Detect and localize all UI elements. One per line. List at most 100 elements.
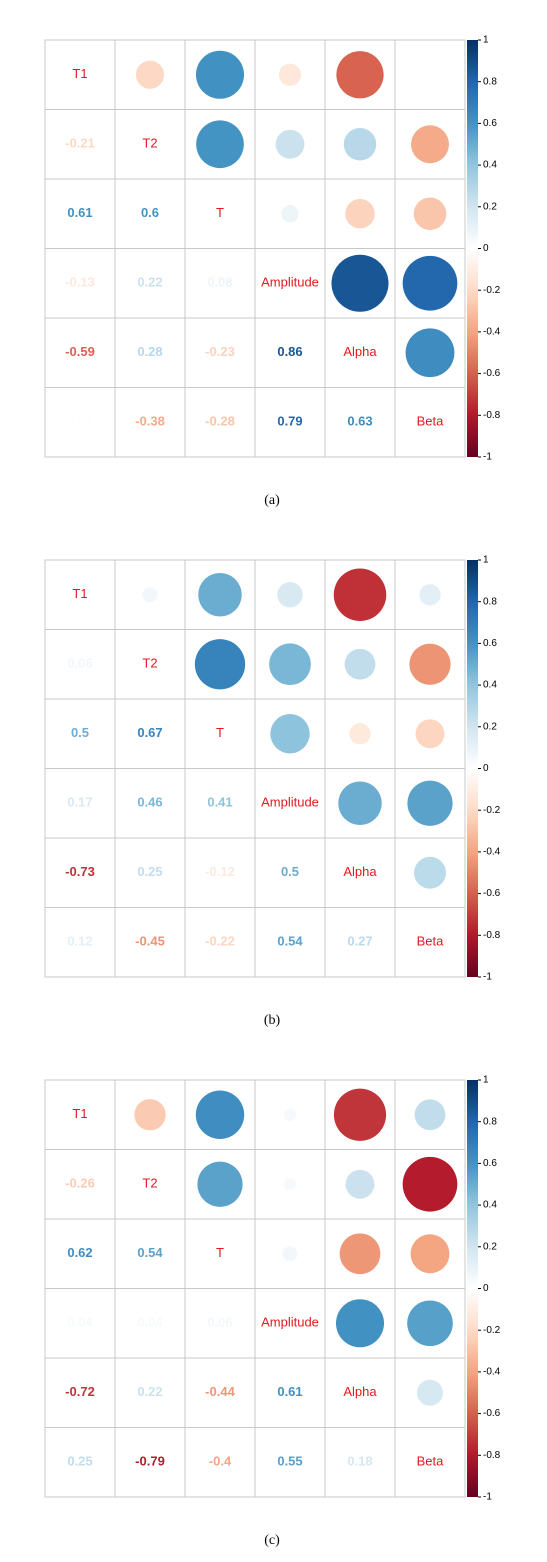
corr-circle <box>277 582 303 608</box>
colorbar <box>467 40 478 457</box>
corr-circle <box>333 1088 387 1141</box>
variable-label: T <box>216 205 224 220</box>
corr-circle <box>142 587 158 603</box>
value-label: -0.21 <box>65 136 95 151</box>
colorbar-tick-label: 1 <box>483 1075 489 1086</box>
caption: (a) <box>264 493 280 508</box>
value-label: 0.54 <box>277 934 303 949</box>
colorbar-tick-label: 0.6 <box>483 1158 497 1169</box>
variable-label: Beta <box>417 414 445 429</box>
value-label: -0.72 <box>65 1384 95 1399</box>
colorbar-tick-label: -1 <box>483 1492 492 1503</box>
colorbar-tick-label: 0 <box>483 243 489 254</box>
corr-circle <box>269 643 311 686</box>
colorbar-tick-label: -0.2 <box>483 285 501 296</box>
corr-circle <box>197 1161 243 1207</box>
corr-circle <box>195 50 245 99</box>
corr-circle <box>275 129 305 159</box>
variable-label: T <box>216 1245 224 1260</box>
corr-circle <box>338 781 382 825</box>
value-label: -0.22 <box>205 934 235 949</box>
value-label: 0.55 <box>277 1454 302 1469</box>
colorbar-tick-label: 0.8 <box>483 596 497 607</box>
value-label: 0.18 <box>347 1454 372 1469</box>
corr-circle <box>283 1108 297 1121</box>
corr-circle <box>333 568 387 622</box>
value-label: 0.54 <box>137 1245 163 1260</box>
variable-label: Alpha <box>343 1384 377 1399</box>
variable-label: Amplitude <box>261 1315 319 1330</box>
corr-circle <box>282 1246 298 1262</box>
value-label: 0.5 <box>71 725 89 740</box>
corr-circle <box>409 643 451 685</box>
value-label: -0.79 <box>135 1454 165 1469</box>
colorbar-tick-label: 1 <box>483 555 489 566</box>
value-label: -0.59 <box>65 344 95 359</box>
value-label: 0.6 <box>141 205 159 220</box>
corr-circle <box>283 1178 297 1191</box>
value-label: -0.23 <box>205 344 235 359</box>
corr-circle <box>195 1090 245 1139</box>
colorbar-tick-label: -0.4 <box>483 327 501 338</box>
colorbar-tick-label: 0.6 <box>483 638 497 649</box>
value-label: 0.61 <box>277 1384 302 1399</box>
value-label: 0.25 <box>67 1454 92 1469</box>
corr-circle <box>343 127 377 161</box>
value-label: 0.12 <box>67 934 92 949</box>
corr-circle <box>349 723 371 745</box>
variable-label: Beta <box>417 934 445 949</box>
value-label: 0.06 <box>207 1315 232 1330</box>
variable-label: Alpha <box>343 864 377 879</box>
value-label: 0.01 <box>67 414 92 429</box>
corr-circle <box>331 254 389 312</box>
value-label: -0.4 <box>209 1454 232 1469</box>
value-label: 0.67 <box>137 725 162 740</box>
colorbar-tick-label: -0.2 <box>483 1325 501 1336</box>
colorbar-tick-label: 1 <box>483 35 489 46</box>
variable-label: T1 <box>72 66 87 81</box>
corr-circle <box>270 714 310 754</box>
corr-circle <box>345 199 375 229</box>
corr-circle <box>135 60 165 89</box>
value-label: 0.04 <box>137 1315 163 1330</box>
value-label: -0.45 <box>135 934 165 949</box>
colorbar-tick-label: 0.4 <box>483 680 497 691</box>
corr-circle <box>336 51 384 99</box>
colorbar-tick-label: -0.2 <box>483 805 501 816</box>
variable-label: T1 <box>72 586 87 601</box>
corr-circle <box>134 1099 166 1131</box>
colorbar-tick-label: -0.8 <box>483 1450 501 1461</box>
corr-circle <box>407 1300 453 1347</box>
value-label: 0.61 <box>67 205 92 220</box>
variable-label: Beta <box>417 1454 445 1469</box>
value-label: -0.26 <box>65 1176 95 1191</box>
corr-circle <box>410 1234 450 1274</box>
corr-circle <box>411 125 449 164</box>
corr-circle <box>194 639 246 690</box>
corr-circle <box>416 1379 444 1406</box>
value-label: 0.17 <box>67 795 92 810</box>
value-label: 0.25 <box>137 864 162 879</box>
colorbar-tick-label: 0.2 <box>483 201 497 212</box>
corr-circle <box>278 63 302 86</box>
colorbar-tick-label: 0.6 <box>483 118 497 129</box>
variable-label: T2 <box>142 136 157 151</box>
colorbar-tick-label: 0.8 <box>483 76 497 87</box>
value-label: 0.5 <box>281 864 299 879</box>
corr-circle <box>419 584 441 606</box>
corr-circle <box>196 120 244 169</box>
variable-label: T1 <box>72 1106 87 1121</box>
colorbar-tick-label: 0.4 <box>483 160 497 171</box>
value-label: 0.28 <box>137 344 162 359</box>
corr-circle <box>415 719 445 749</box>
value-label: -0.13 <box>65 275 95 290</box>
value-label: 0.86 <box>277 344 302 359</box>
value-label: 0.27 <box>347 934 372 949</box>
corr-circle <box>344 648 376 680</box>
colorbar-tick-label: 0.2 <box>483 1241 497 1252</box>
corr-circle <box>345 1169 375 1199</box>
colorbar-tick-label: -0.4 <box>483 847 501 858</box>
value-label: 0.63 <box>347 414 372 429</box>
